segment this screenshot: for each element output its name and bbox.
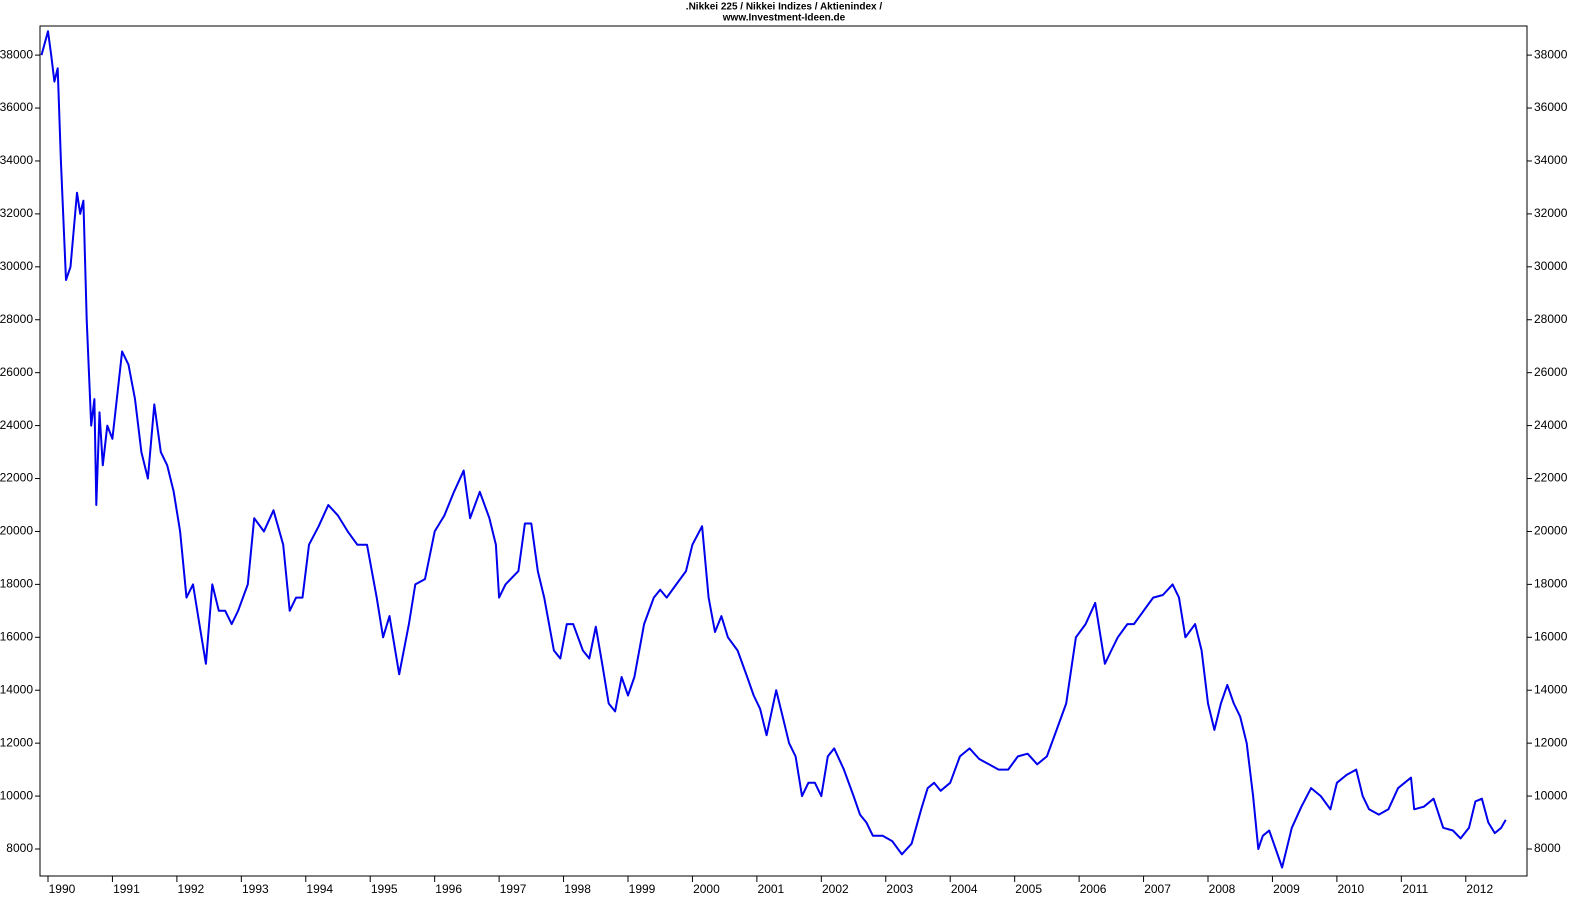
x-tick-label: 1999 [629,882,656,896]
x-tick-label: 2012 [1466,882,1493,896]
y-tick-label: 22000 [0,471,33,485]
y-tick-label: 24000 [0,418,33,432]
y2-tick-label: 14000 [1534,682,1568,696]
y-tick-label: 16000 [0,629,33,643]
chart-subtitle: www.Investment-Ideen.de [722,13,846,24]
y-tick-label: 14000 [0,682,33,696]
y2-tick-label: 20000 [1534,524,1568,538]
x-tick-label: 2009 [1273,882,1300,896]
y-tick-label: 30000 [0,259,33,273]
y2-tick-label: 22000 [1534,471,1568,485]
x-tick-label: 2005 [1015,882,1042,896]
y2-tick-label: 28000 [1534,312,1568,326]
line-series [40,30,1507,869]
x-tick-label: 1998 [564,882,591,896]
y-tick-label: 36000 [0,100,33,114]
x-tick-label: 1994 [306,882,333,896]
plot-frame [39,25,1528,877]
x-tick-label: 2010 [1338,882,1365,896]
x-tick-label: 1997 [500,882,527,896]
y2-tick-label: 12000 [1534,735,1568,749]
y-tick-label: 12000 [0,735,33,749]
y2-tick-label: 18000 [1534,577,1568,591]
y-tick-label: 26000 [0,365,33,379]
x-tick-label: 2006 [1080,882,1107,896]
y2-tick-label: 24000 [1534,418,1568,432]
x-tick-label: 1993 [242,882,269,896]
x-tick-label: 1995 [371,882,398,896]
x-tick-label: 1990 [49,882,76,896]
y2-tick-label: 10000 [1534,788,1568,802]
y-tick-label: 20000 [0,524,33,538]
y-tick-label: 38000 [0,47,33,61]
y2-tick-label: 8000 [1534,841,1561,855]
y2-tick-label: 32000 [1534,206,1568,220]
y-tick-label: 18000 [0,577,33,591]
y-tick-label: 32000 [0,206,33,220]
x-tick-label: 2001 [758,882,785,896]
x-tick-label: 2000 [693,882,720,896]
y2-tick-label: 16000 [1534,629,1568,643]
x-tick-label: 2004 [951,882,978,896]
x-tick-label: 2007 [1144,882,1171,896]
y2-tick-label: 34000 [1534,153,1568,167]
y-tick-label: 10000 [0,788,33,802]
x-tick-label: 2011 [1402,882,1428,896]
y2-tick-label: 26000 [1534,365,1568,379]
x-tick-label: 1992 [178,882,205,896]
x-tick-label: 1996 [435,882,462,896]
x-tick-label: 2003 [886,882,913,896]
y2-tick-label: 36000 [1534,100,1568,114]
x-tick-label: 2002 [822,882,849,896]
x-tick-label: 1991 [113,882,140,896]
x-tick-label: 2008 [1209,882,1236,896]
y2-tick-label: 30000 [1534,259,1568,273]
y-tick-label: 8000 [6,841,33,855]
y-tick-label: 34000 [0,153,33,167]
y2-tick-label: 38000 [1534,47,1568,61]
y-tick-label: 28000 [0,312,33,326]
chart-title: .Nikkei 225 / Nikkei Indizes / Aktienind… [686,2,883,13]
